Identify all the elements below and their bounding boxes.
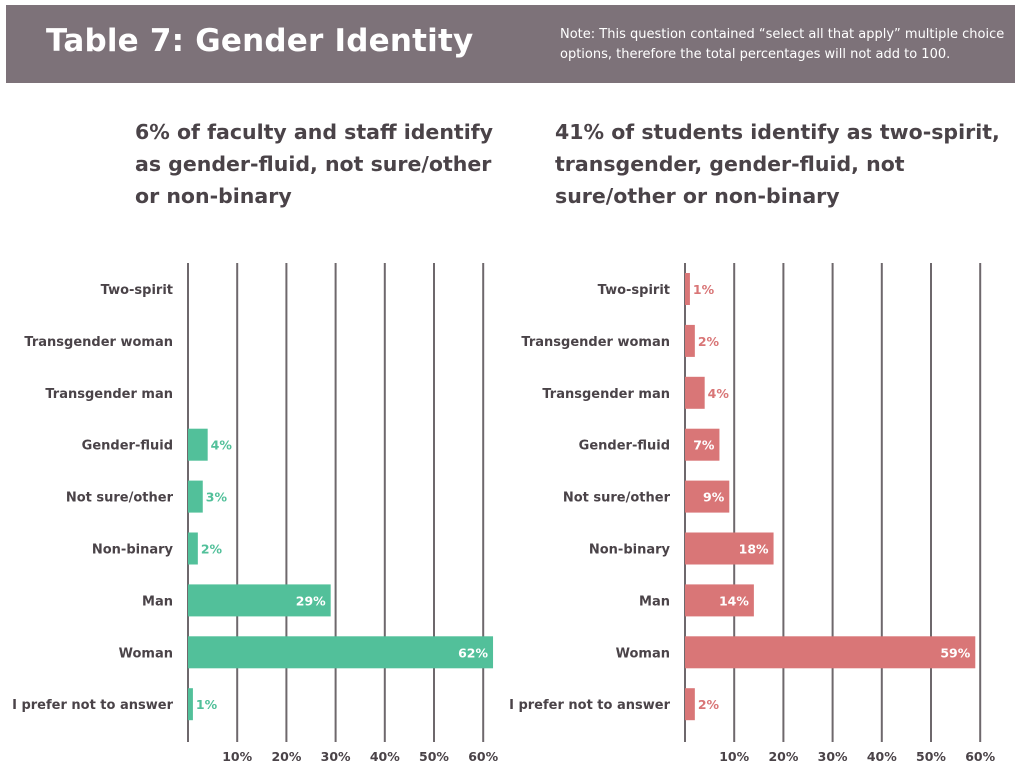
faculty-data-label: 62% [458, 645, 488, 660]
faculty-category-label: Transgender woman [24, 335, 173, 350]
students-data-label: 2% [698, 697, 720, 712]
students-tick-label: 10% [719, 749, 749, 764]
faculty-bar [188, 636, 494, 669]
students-data-label: 1% [693, 282, 715, 297]
students-data-label: 18% [739, 542, 769, 557]
faculty-data-label: 29% [296, 593, 326, 608]
faculty-tick-label: 50% [419, 749, 449, 764]
students-category-label: Gender-fluid [579, 439, 670, 454]
students-data-label: 14% [719, 593, 749, 608]
students-bar [685, 584, 754, 617]
faculty-category-label: Man [142, 594, 173, 609]
faculty-bar [188, 532, 198, 565]
students-tick-label: 50% [916, 749, 946, 764]
faculty-bar [188, 584, 331, 617]
faculty-category-label: Not sure/other [66, 491, 174, 506]
students-bar [685, 376, 705, 409]
students-category-label: Transgender man [542, 387, 670, 402]
faculty-tick-label: 10% [222, 749, 252, 764]
faculty-data-label: 2% [201, 542, 223, 557]
students-bar [685, 688, 695, 721]
faculty-category-label: Non-binary [92, 543, 174, 558]
faculty-data-label: 4% [211, 438, 233, 453]
students-heading: 41% of students identify as two-spirit, … [555, 120, 1000, 208]
faculty-heading: 6% of faculty and staff identify as gend… [135, 120, 494, 208]
faculty-bar [188, 428, 208, 461]
page-title: Table 7: Gender Identity [46, 23, 474, 59]
header-note: Note: This question contained “select al… [560, 27, 1005, 62]
faculty-category-label: Woman [119, 646, 173, 661]
header-banner: Table 7: Gender Identity Note: This ques… [6, 5, 1015, 83]
students-category-label: Woman [616, 646, 670, 661]
students-bar [685, 532, 774, 565]
students-tick-label: 20% [768, 749, 798, 764]
students-bar [685, 428, 720, 461]
students-bar [685, 636, 976, 669]
faculty-category-label: Two-spirit [101, 283, 173, 298]
faculty-data-label: 3% [206, 490, 228, 505]
students-bar [685, 480, 730, 513]
students-data-label: 9% [703, 490, 725, 505]
faculty-chart: 10% 20% 30% 40% 50% 60% Two-spirit Transgender … [12, 263, 499, 764]
faculty-category-label: Transgender man [45, 387, 173, 402]
students-tick-label: 40% [867, 749, 897, 764]
students-tick-label: 30% [818, 749, 848, 764]
students-category-label: Man [639, 594, 670, 609]
students-data-label: 4% [708, 386, 730, 401]
faculty-category-label: Gender-fluid [82, 439, 173, 454]
students-category-label: Transgender woman [521, 335, 670, 350]
students-category-label: I prefer not to answer [509, 698, 670, 713]
students-tick-label: 60% [965, 749, 995, 764]
faculty-tick-label: 40% [370, 749, 400, 764]
faculty-tick-label: 60% [468, 749, 498, 764]
faculty-data-label: 1% [196, 697, 218, 712]
students-data-label: 2% [698, 334, 720, 349]
students-category-label: Not sure/other [563, 491, 671, 506]
faculty-tick-label: 30% [321, 749, 351, 764]
faculty-bar [188, 688, 193, 721]
students-bar [685, 324, 695, 357]
faculty-tick-label: 20% [271, 749, 301, 764]
students-data-label: 7% [693, 438, 715, 453]
students-category-label: Two-spirit [598, 283, 670, 298]
students-category-label: Non-binary [589, 543, 671, 558]
faculty-bar [188, 480, 203, 513]
students-data-label: 59% [940, 645, 970, 660]
students-bar [685, 273, 690, 305]
students-chart: 10% 20% 30% 40% 50% 60% Two-spirit 1% Transgende… [509, 263, 996, 764]
faculty-category-label: I prefer not to answer [12, 698, 173, 713]
